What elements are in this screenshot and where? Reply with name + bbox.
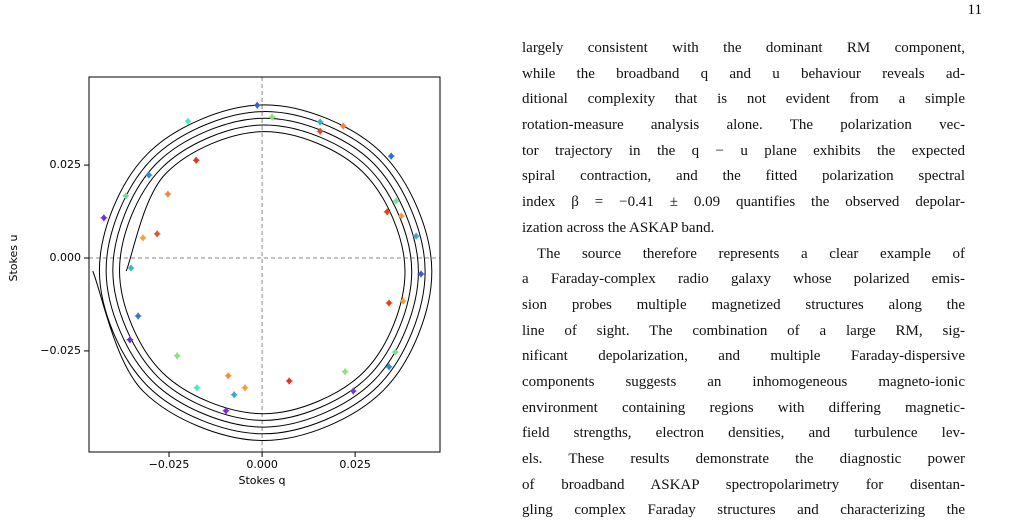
text-line: spiral contraction, and the fitted polar… [522, 168, 965, 185]
data-point [317, 127, 324, 135]
y-tick-label: 0.000 [50, 251, 82, 264]
text-line: a Faraday-complex radio galaxy whose pol… [522, 271, 965, 288]
model-curve [92, 104, 433, 441]
data-point [269, 113, 276, 121]
data-point [340, 122, 347, 130]
x-axis-label: Stokes q [239, 474, 286, 487]
data-point [400, 297, 407, 305]
text-line: The source therefore represents a clear … [537, 245, 965, 262]
data-point [241, 384, 248, 392]
y-tick-label: −0.025 [40, 344, 81, 357]
data-point [225, 372, 232, 380]
data-point [222, 407, 229, 415]
text-line: components suggests an inhomogeneous mag… [522, 373, 965, 390]
text-line: rotation-measure analysis alone. The pol… [522, 117, 965, 134]
data-point [388, 152, 395, 160]
x-tick-label: 0.025 [339, 458, 371, 471]
text-line: gling complex Faraday structures and cha… [522, 502, 965, 519]
x-tick-label: 0.000 [246, 458, 278, 471]
data-point [254, 101, 261, 109]
data-point [122, 192, 129, 200]
page-number: 11 [967, 2, 982, 18]
data-point [231, 391, 238, 399]
body-text: largely consistent with the dominant RM … [522, 36, 965, 524]
data-point [393, 197, 400, 205]
text-line: environment containing regions with diff… [522, 399, 965, 416]
data-point [139, 234, 146, 242]
data-point [418, 270, 425, 278]
data-point [386, 363, 393, 371]
data-point [154, 230, 161, 238]
data-point [386, 299, 393, 307]
x-tick-label: −0.025 [149, 458, 190, 471]
data-point [174, 352, 181, 360]
data-point [193, 384, 200, 392]
data-point [286, 377, 293, 385]
data-point [350, 387, 357, 395]
text-line: field strengths, electron densities, and… [522, 425, 965, 442]
data-point [413, 232, 420, 240]
data-point [384, 208, 391, 216]
text-line: index β = −0.41 ± 0.09 quantifies the ob… [522, 194, 965, 211]
chart: Stokes q Stokes u −0.025 0.000 0.025 −0.025… [7, 76, 441, 487]
data-point [100, 214, 107, 222]
text-line: sion probes multiple magnetized structur… [522, 296, 965, 313]
plot-frame [88, 76, 441, 453]
y-axis-label: Stokes u [7, 235, 20, 282]
text-line: nificant depolarization, and multiple Fa… [522, 348, 965, 365]
data-point [126, 336, 133, 344]
data-point [185, 117, 192, 125]
text-line: largely consistent with the dominant RM … [522, 40, 965, 56]
text-line: of broadband ASKAP spectropolarimetry fo… [522, 476, 965, 493]
data-point [145, 171, 152, 179]
text-line: while the broadband q and u behaviour re… [522, 65, 965, 82]
data-point [317, 118, 324, 126]
y-tick-label: 0.025 [50, 158, 82, 171]
text-line: ditional complexity that is not evident … [522, 91, 965, 108]
data-point [193, 156, 200, 164]
text-line: tor trajectory in the q − u plane exhibi… [522, 142, 965, 159]
data-point [128, 264, 135, 272]
data-point [135, 312, 142, 320]
text-line: line of sight. The combination of a larg… [522, 322, 965, 339]
data-point [392, 348, 399, 356]
text-line: ization across the ASKAP band. [522, 219, 715, 236]
text-line: els. These results demonstrate the diagn… [522, 451, 965, 467]
data-point [164, 190, 171, 198]
data-point [398, 212, 405, 220]
data-point [342, 368, 349, 376]
